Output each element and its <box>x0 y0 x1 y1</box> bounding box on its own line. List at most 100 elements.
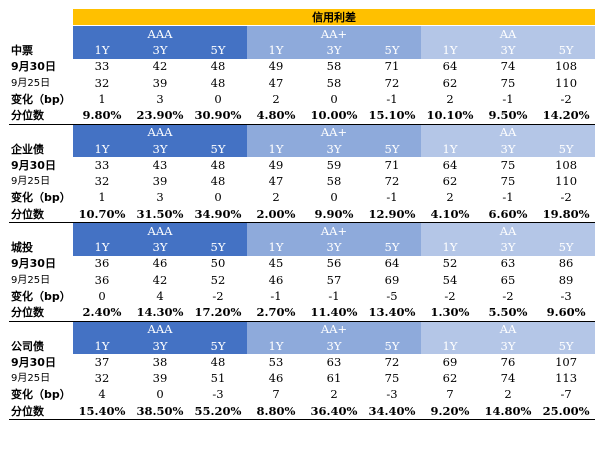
value-cell: 62 <box>442 371 458 386</box>
value-cell: 62 <box>442 174 458 189</box>
value-cell: 0 <box>214 190 222 205</box>
value-cell: 75 <box>500 157 516 172</box>
value-cell: 108 <box>555 157 578 172</box>
tenor-header: 3Y <box>305 338 363 355</box>
value-cell: 14.20% <box>537 107 596 125</box>
value-cell: 32 <box>94 75 110 90</box>
grade-header-row: AAA AA+ AA <box>9 25 596 43</box>
value-cell: 58 <box>326 174 342 189</box>
value-cell: 46 <box>268 272 284 287</box>
value-cell: 4 <box>156 288 164 303</box>
grade-header: AAA <box>73 222 247 240</box>
grade-header: AA+ <box>247 124 421 141</box>
value-cell: 15.10% <box>363 107 421 125</box>
value-cell: 63 <box>326 354 342 369</box>
grade-header: AAA <box>73 321 247 338</box>
row-date-previous: 9月25日 32 39 48 47 58 72 62 75 110 <box>9 75 595 91</box>
row-change-label: 变化（bp） <box>11 388 71 402</box>
value-cell: 0 <box>214 91 222 106</box>
value-cell: 74 <box>500 59 516 74</box>
value-cell: 76 <box>500 354 516 369</box>
value-cell: 110 <box>555 174 578 189</box>
row-percentile: 分位数 9.80% 23.90% 30.90% 4.80% 10.00% 15.10% 10.… <box>9 107 596 125</box>
value-cell: -1 <box>270 288 282 303</box>
row-change: 变化（bp） 4 0 -3 7 2 -3 7 2 -7 <box>9 387 595 403</box>
table-title: 信用利差 <box>73 9 596 27</box>
value-cell: 48 <box>210 157 226 172</box>
value-cell: 64 <box>442 59 458 74</box>
tenor-header-row: 城投 1Y 3Y 5Y 1Y 3Y 5Y 1Y 3Y 5Y <box>9 239 596 256</box>
value-cell: 39 <box>152 75 168 90</box>
value-cell: 48 <box>210 59 226 74</box>
value-cell: 89 <box>558 272 574 287</box>
value-cell: -3 <box>212 387 224 402</box>
value-cell: 6.60% <box>479 206 537 224</box>
grade-header-row: AAA AA+ AA <box>9 321 596 338</box>
value-cell: 31.50% <box>131 206 189 224</box>
value-cell: 47 <box>268 75 284 90</box>
value-cell: 19.80% <box>537 206 596 224</box>
tenor-header: 3Y <box>479 141 537 158</box>
value-cell: 2.40% <box>73 304 131 322</box>
value-cell: -2 <box>560 91 572 106</box>
tenor-header: 5Y <box>189 141 247 158</box>
tenor-header: 3Y <box>131 338 189 355</box>
tenor-header: 1Y <box>247 239 305 256</box>
row-date-current: 9月30日 33 43 48 49 59 71 64 75 108 <box>9 157 595 173</box>
value-cell: 9.60% <box>537 304 596 322</box>
row-change-label: 变化（bp） <box>11 289 71 303</box>
row-percentile: 分位数 15.40% 38.50% 55.20% 8.80% 36.40% 34.40% 9.… <box>9 403 596 421</box>
row-percentile-label: 分位数 <box>9 304 73 322</box>
value-cell: 56 <box>326 256 342 271</box>
grade-header: AA <box>421 25 596 43</box>
value-cell: 1 <box>98 190 106 205</box>
value-cell: 9.50% <box>479 107 537 125</box>
value-cell: 50 <box>210 256 226 271</box>
grade-row-blank <box>9 223 73 240</box>
value-cell: 4 <box>98 387 106 402</box>
value-cell: 63 <box>500 256 516 271</box>
value-cell: 49 <box>268 59 284 74</box>
tenor-header: 1Y <box>247 141 305 158</box>
value-cell: 59 <box>326 157 342 172</box>
grade-header: AA+ <box>247 25 421 43</box>
value-cell: -2 <box>560 190 572 205</box>
grade-header: AAA <box>73 25 247 43</box>
value-cell: 30.90% <box>189 107 247 125</box>
tenor-header-row: 公司债 1Y 3Y 5Y 1Y 3Y 5Y 1Y 3Y 5Y <box>9 338 596 355</box>
value-cell: 48 <box>210 354 226 369</box>
value-cell: 9.20% <box>421 403 479 421</box>
grade-row-blank <box>9 26 73 43</box>
value-cell: -2 <box>502 288 514 303</box>
value-cell: 72 <box>384 174 400 189</box>
value-cell: -5 <box>386 288 398 303</box>
value-cell: -1 <box>386 190 398 205</box>
value-cell: 2 <box>446 91 454 106</box>
value-cell: 10.00% <box>305 107 363 125</box>
value-cell: 49 <box>268 157 284 172</box>
value-cell: 71 <box>384 59 400 74</box>
value-cell: 2.70% <box>247 304 305 322</box>
tenor-header: 5Y <box>537 42 596 59</box>
row-date-previous-label: 9月25日 <box>11 176 51 188</box>
row-date-previous-label: 9月25日 <box>11 77 51 89</box>
credit-spread-table: 信用利差 AAA AA+ AA 中票 1Y 3Y 5Y 1Y 3Y 5Y 1Y 3Y 5Y 9月30日 33… <box>9 9 596 421</box>
value-cell: -3 <box>386 387 398 402</box>
row-date-current-label: 9月30日 <box>11 158 56 172</box>
tenor-header: 5Y <box>537 239 596 256</box>
value-cell: 61 <box>326 371 342 386</box>
value-cell: 25.00% <box>537 403 596 421</box>
value-cell: 65 <box>500 272 516 287</box>
value-cell: 53 <box>268 354 284 369</box>
grade-header: AA <box>421 124 596 141</box>
tenor-header: 3Y <box>131 42 189 59</box>
value-cell: 4.10% <box>421 206 479 224</box>
tenor-header: 5Y <box>363 239 421 256</box>
value-cell: -1 <box>386 91 398 106</box>
value-cell: 0 <box>98 288 106 303</box>
grade-row-blank <box>9 124 73 141</box>
grade-header: AA <box>421 222 596 240</box>
value-cell: 52 <box>442 256 458 271</box>
tenor-header: 5Y <box>189 42 247 59</box>
value-cell: 36 <box>94 272 110 287</box>
